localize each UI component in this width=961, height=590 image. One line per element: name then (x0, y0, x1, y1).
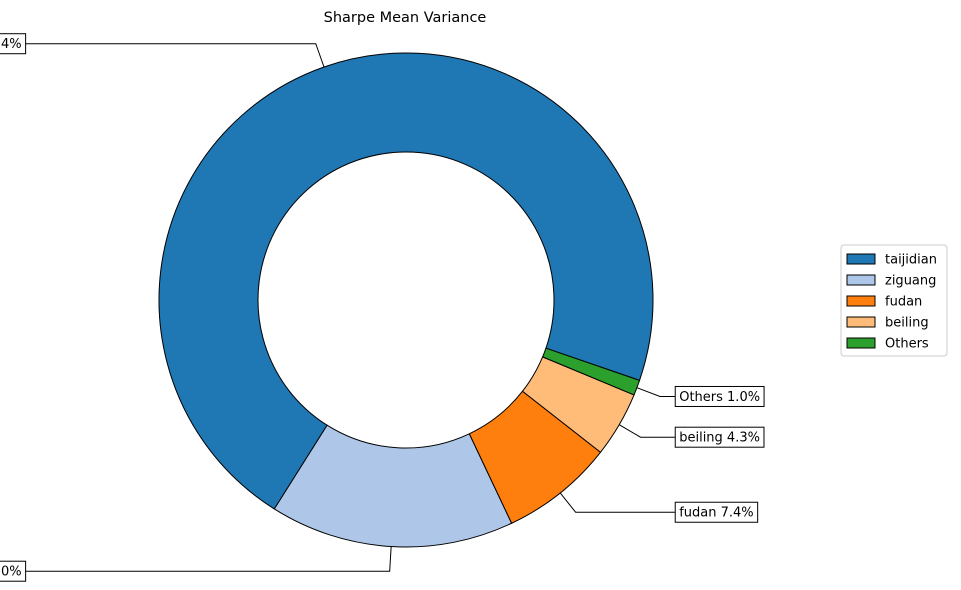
callout-line-taijidian (25, 43, 325, 68)
legend-label-others: Others (885, 337, 929, 352)
callout-label-others: Others 1.0% (679, 390, 760, 405)
callout-line-fudan (559, 492, 676, 513)
legend-frame (840, 244, 948, 357)
legend-label-beiling: beiling (885, 316, 929, 331)
slices-layer (158, 52, 654, 548)
callout-label-fudan: fudan 7.4% (679, 506, 753, 521)
callout-label-ziguang: ziguang 16.0% (0, 565, 22, 580)
callout-box-taijidian (0, 33, 27, 55)
callout-box-others (674, 385, 765, 407)
legend-swatch-fudan (846, 295, 876, 307)
legend-label-taijidian: taijidian (885, 253, 937, 268)
legend-swatch-ziguang (846, 274, 876, 286)
callout-box-fudan (674, 501, 759, 523)
callout-line-ziguang (25, 546, 392, 572)
legend-label-fudan: fudan (885, 295, 922, 310)
legend-swatch-others (846, 337, 876, 349)
callout-box-beiling (674, 426, 765, 448)
chart-title: Sharpe Mean Variance (324, 10, 487, 26)
legend-swatch-taijidian (846, 253, 876, 265)
legend-label-ziguang: ziguang (885, 274, 936, 289)
slice-taijidian (158, 52, 654, 510)
callout-line-others (636, 387, 676, 397)
callout-label-beiling: beiling 4.3% (679, 431, 760, 446)
legend: taijidian ziguang fudan beiling Others (840, 244, 948, 357)
callout-label-taijidian: taijidian 71.4% (0, 37, 22, 52)
callouts-layer: taijidian 71.4% ziguang 16.0% fudan 7.4% be… (0, 33, 765, 582)
callout-line-beiling (618, 424, 676, 438)
legend-swatch-beiling (846, 316, 876, 328)
slice-others (542, 347, 641, 396)
callout-box-ziguang (0, 560, 27, 582)
